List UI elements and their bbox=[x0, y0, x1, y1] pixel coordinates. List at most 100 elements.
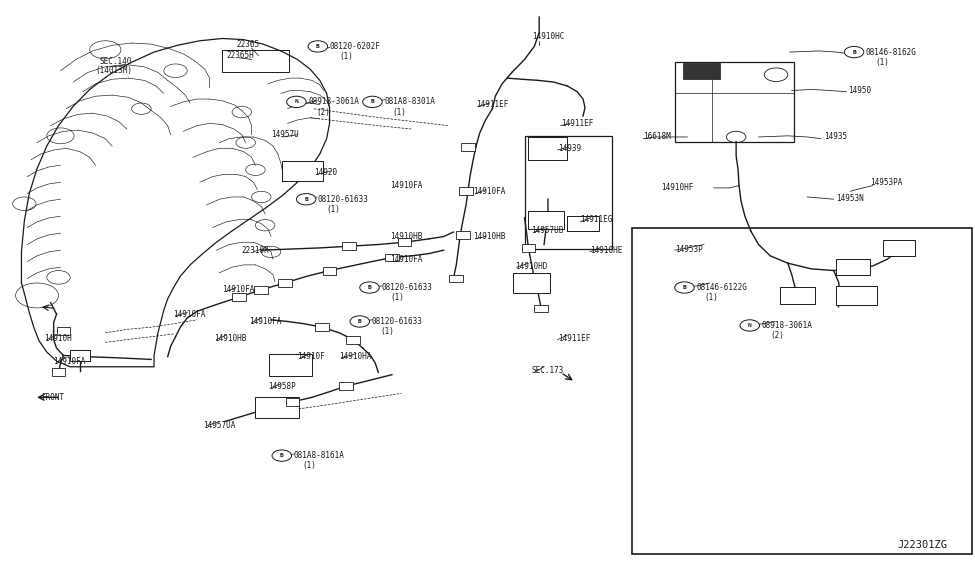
Text: 14910FA: 14910FA bbox=[473, 187, 505, 196]
Text: 14910HC: 14910HC bbox=[532, 32, 565, 41]
Text: (2): (2) bbox=[317, 108, 331, 117]
Bar bbox=[339, 382, 353, 390]
Text: 16618M: 16618M bbox=[644, 132, 671, 142]
Text: (1): (1) bbox=[704, 293, 718, 302]
Text: 14910HF: 14910HF bbox=[661, 183, 693, 192]
Circle shape bbox=[296, 194, 316, 205]
Bar bbox=[398, 238, 411, 246]
Text: B: B bbox=[852, 50, 856, 54]
Text: 08146-8162G: 08146-8162G bbox=[866, 48, 916, 57]
Text: B: B bbox=[368, 285, 371, 290]
Bar bbox=[567, 216, 599, 231]
Text: 14910HB: 14910HB bbox=[473, 232, 505, 241]
Circle shape bbox=[363, 96, 382, 108]
Circle shape bbox=[350, 316, 370, 327]
Text: 14911EF: 14911EF bbox=[476, 100, 508, 109]
Text: 22365H: 22365H bbox=[226, 51, 254, 60]
Bar bbox=[315, 323, 329, 331]
Text: B: B bbox=[316, 44, 320, 49]
Text: N: N bbox=[748, 323, 752, 328]
Text: 08918-3061A: 08918-3061A bbox=[761, 321, 812, 330]
Bar bbox=[522, 244, 535, 252]
Bar bbox=[278, 279, 292, 287]
Text: 14953N: 14953N bbox=[837, 194, 864, 203]
Circle shape bbox=[740, 320, 760, 331]
Circle shape bbox=[844, 46, 864, 58]
Text: 14957U: 14957U bbox=[271, 130, 298, 139]
Bar bbox=[232, 293, 246, 301]
Text: 14911EF: 14911EF bbox=[562, 119, 594, 128]
Text: 081A8-8161A: 081A8-8161A bbox=[293, 451, 344, 460]
Text: 081A8-8301A: 081A8-8301A bbox=[384, 97, 435, 106]
Text: SEC.173: SEC.173 bbox=[531, 366, 564, 375]
Bar bbox=[268, 354, 312, 376]
Text: 08146-6122G: 08146-6122G bbox=[696, 283, 747, 292]
Bar bbox=[528, 137, 567, 160]
Bar bbox=[525, 136, 612, 249]
Bar bbox=[342, 242, 356, 250]
Text: (1): (1) bbox=[302, 461, 316, 470]
Text: 14953PA: 14953PA bbox=[870, 178, 902, 187]
Text: 14910HA: 14910HA bbox=[339, 352, 371, 361]
Text: 14910HB: 14910HB bbox=[390, 232, 422, 241]
Text: 14910FA: 14910FA bbox=[390, 255, 422, 264]
Text: 14910H: 14910H bbox=[44, 334, 71, 343]
Bar bbox=[528, 211, 564, 229]
Bar bbox=[70, 350, 90, 361]
Bar bbox=[385, 254, 399, 261]
Bar bbox=[346, 336, 360, 344]
Bar bbox=[682, 63, 720, 79]
Bar bbox=[254, 286, 268, 294]
Text: (1): (1) bbox=[876, 58, 889, 67]
Bar bbox=[456, 231, 470, 239]
Bar bbox=[513, 273, 550, 293]
Text: B: B bbox=[280, 453, 284, 458]
Text: (1): (1) bbox=[390, 293, 404, 302]
Bar bbox=[57, 327, 70, 335]
Text: 14910HE: 14910HE bbox=[590, 246, 622, 255]
Bar bbox=[780, 287, 814, 304]
Text: 08120-61633: 08120-61633 bbox=[318, 195, 369, 204]
Text: 14957UA: 14957UA bbox=[203, 421, 235, 430]
Text: 14910FA: 14910FA bbox=[174, 310, 206, 319]
Bar bbox=[323, 267, 336, 275]
Text: 14910F: 14910F bbox=[297, 352, 325, 361]
Text: B: B bbox=[682, 285, 686, 290]
Text: 14911EF: 14911EF bbox=[558, 334, 590, 343]
Text: (1): (1) bbox=[392, 108, 406, 117]
Text: B: B bbox=[370, 100, 374, 104]
Circle shape bbox=[272, 450, 292, 461]
Bar bbox=[254, 397, 298, 418]
Text: 08120-61633: 08120-61633 bbox=[381, 283, 432, 292]
Text: 14911EG: 14911EG bbox=[580, 215, 612, 224]
Bar bbox=[286, 398, 299, 406]
Bar bbox=[449, 275, 463, 282]
Text: (1): (1) bbox=[380, 327, 394, 336]
Text: 14910HD: 14910HD bbox=[515, 261, 547, 271]
Text: 22365: 22365 bbox=[236, 40, 259, 49]
Text: 14957UB: 14957UB bbox=[531, 226, 564, 235]
Bar bbox=[534, 305, 548, 312]
Text: B: B bbox=[304, 197, 308, 201]
Text: 14910FA: 14910FA bbox=[222, 285, 254, 294]
Circle shape bbox=[360, 282, 379, 293]
Text: 14910FA: 14910FA bbox=[54, 357, 86, 366]
Text: SEC.140: SEC.140 bbox=[99, 57, 132, 66]
Bar bbox=[459, 187, 473, 195]
Bar bbox=[282, 161, 323, 181]
Bar bbox=[461, 143, 475, 151]
Bar bbox=[883, 240, 915, 256]
Text: 14920: 14920 bbox=[314, 168, 337, 177]
Text: 14958P: 14958P bbox=[268, 381, 295, 391]
Text: 14910FA: 14910FA bbox=[390, 181, 422, 190]
Text: 08120-6202F: 08120-6202F bbox=[330, 42, 380, 51]
Text: 22310R: 22310R bbox=[242, 246, 269, 255]
Text: (2): (2) bbox=[770, 331, 784, 340]
Circle shape bbox=[308, 41, 328, 52]
Text: 14910FA: 14910FA bbox=[249, 317, 281, 326]
Bar bbox=[222, 50, 289, 72]
Text: 14953P: 14953P bbox=[675, 245, 702, 254]
Text: FRONT: FRONT bbox=[41, 393, 64, 402]
Bar bbox=[632, 228, 972, 554]
Text: 08918-3061A: 08918-3061A bbox=[308, 97, 359, 106]
